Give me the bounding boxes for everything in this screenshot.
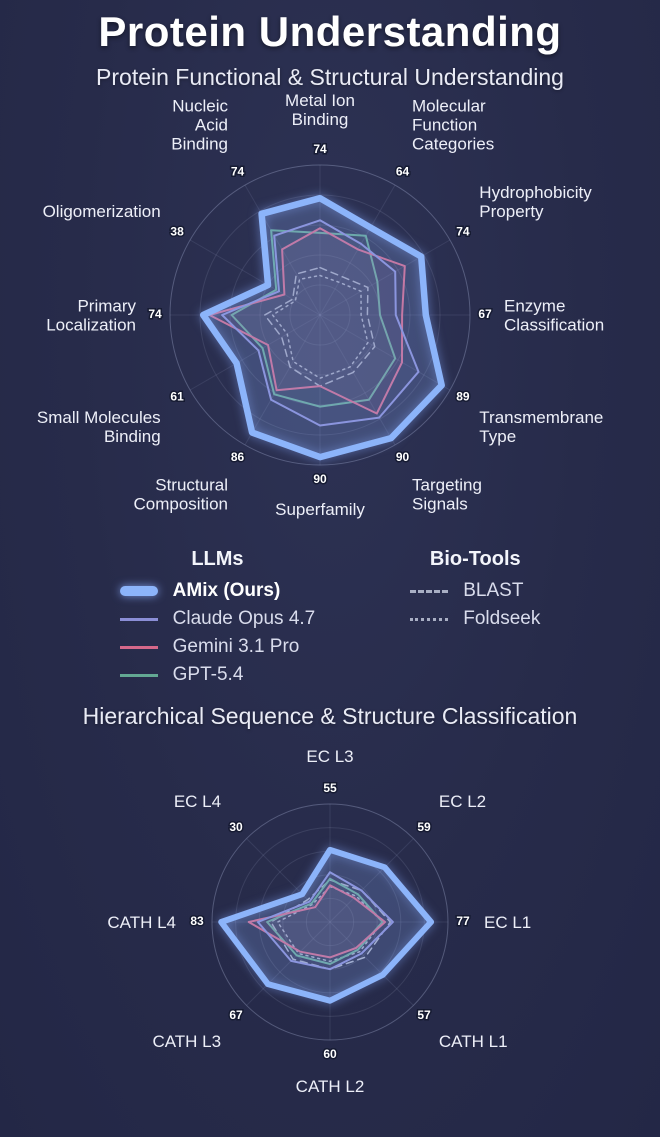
gpt-line-swatch <box>119 673 158 677</box>
grid-spoke <box>319 314 396 446</box>
value-label-small-molecules-binding: 61 <box>170 390 184 404</box>
legend-item-gpt: GPT-5.4 <box>119 661 316 689</box>
grid-spoke <box>319 239 451 316</box>
grid-ring <box>211 803 449 1041</box>
legend-item-foldseek: Foldseek <box>410 605 540 633</box>
legend: LLMs AMix (Ours) Claude Opus 4.7 Gemini … <box>0 548 660 689</box>
foldseek-dotted-line-swatch <box>410 617 449 621</box>
value-label-cath-l1: 57 <box>417 1008 431 1022</box>
value-label-cath-l4: 83 <box>190 914 204 928</box>
grid-ring <box>289 284 351 346</box>
series-gpt-5-4-polygon <box>230 229 397 408</box>
axis-label-ec-l3: EC L3 <box>306 747 353 766</box>
series-gemini-3-1-pro-polygon <box>247 884 387 959</box>
legend-label-claude: Claude Opus 4.7 <box>172 608 316 629</box>
legend-label-blast: BLAST <box>463 580 524 601</box>
value-label-transmembrane-type: 89 <box>456 390 470 404</box>
functional-chart-title: Protein Functional & Structural Understa… <box>96 64 564 90</box>
value-label-molecular-function-categories: 64 <box>396 164 410 178</box>
grid-spoke <box>329 838 414 923</box>
value-label-ec-l4: 30 <box>229 820 243 834</box>
axis-label-cath-l4: CATH L4 <box>107 913 176 932</box>
value-label-ec-l2: 59 <box>417 820 431 834</box>
axis-label-transmembrane-type: Transmembrane Type <box>479 408 603 446</box>
grid-spoke <box>189 314 321 391</box>
legend-biotools-column: Bio-Tools BLAST Foldseek <box>410 548 540 633</box>
grid-ring <box>305 897 355 947</box>
legend-llms-header: LLMs <box>191 548 244 570</box>
hierarchical-radar-chart: 55 59 77 57 60 67 83 30 EC L3 EC L2 EC L1 CATH L1 CA… <box>107 747 531 1096</box>
series-foldseek-polygon <box>271 274 369 379</box>
axis-label-primary-localization: Primary Localization <box>46 297 136 335</box>
grid-spoke <box>189 239 321 316</box>
series-amix-ours-polygon <box>199 194 445 461</box>
legend-label-gpt: GPT-5.4 <box>172 664 244 685</box>
axis-label-cath-l2: CATH L2 <box>296 1077 365 1096</box>
legend-item-blast: BLAST <box>410 577 540 605</box>
value-label-metal-ion-binding: 74 <box>313 142 327 156</box>
grid-spoke <box>244 314 321 446</box>
grid-spoke <box>319 314 451 391</box>
grid-spoke <box>246 838 331 923</box>
series-claude-opus-4-7-polygon <box>221 219 420 427</box>
axis-label-metal-ion-binding: Metal Ion Binding <box>285 91 355 129</box>
grid-ring <box>229 224 411 406</box>
axis-label-ec-l4: EC L4 <box>174 792 221 811</box>
grid-ring <box>169 164 471 466</box>
grid-spoke <box>329 921 414 1006</box>
value-label-ec-l1: 77 <box>456 914 470 928</box>
series-gpt-5-4-polygon <box>266 877 384 965</box>
legend-llms-column: LLMs AMix (Ours) Claude Opus 4.7 Gemini … <box>119 548 316 689</box>
axis-label-enzyme-classification: Enzyme Classification <box>504 297 604 335</box>
axis-label-structural-composition: Structural Composition <box>134 475 229 513</box>
series-claude-opus-4-7-polygon <box>256 871 394 971</box>
legend-item-claude: Claude Opus 4.7 <box>119 605 316 633</box>
gemini-line-swatch <box>119 645 158 649</box>
value-label-cath-l3: 67 <box>229 1008 243 1022</box>
value-label-oligomerization: 38 <box>170 225 184 239</box>
legend-label-gemini: Gemini 3.1 Pro <box>172 636 300 657</box>
series-amix-ours-polygon <box>218 846 434 1004</box>
functional-radar-chart: 74 64 74 67 89 90 90 86 61 74 38 74 Metal Ion Binding… <box>37 91 604 519</box>
blast-dashed-line-swatch <box>410 589 449 593</box>
value-label-structural-composition: 86 <box>231 450 245 464</box>
amix-line-swatch <box>119 586 158 596</box>
legend-label-foldseek: Foldseek <box>463 608 541 629</box>
claude-line-swatch <box>119 617 158 621</box>
value-label-superfamily: 90 <box>313 472 327 486</box>
page-title: Protein Understanding <box>98 8 562 55</box>
value-label-hydrophobicity-property: 74 <box>456 225 470 239</box>
legend-label-amix: AMix (Ours) <box>172 580 281 601</box>
value-label-enzyme-classification: 67 <box>478 307 492 321</box>
series-gemini-3-1-pro-polygon <box>208 227 406 415</box>
value-label-primary-localization: 74 <box>148 307 162 321</box>
axis-label-targeting-signals: Targeting Signals <box>412 475 482 513</box>
grid-ring <box>235 827 425 1017</box>
grid-spoke <box>246 921 331 1006</box>
legend-biotools-header: Bio-Tools <box>429 548 521 570</box>
value-label-cath-l2: 60 <box>323 1047 337 1061</box>
axis-label-nucleic-acid-binding: Nucleic Acid Binding <box>171 97 228 154</box>
axis-label-hydrophobicity-property: Hydrophobicity Property <box>479 183 592 221</box>
value-label-targeting-signals: 90 <box>396 450 410 464</box>
hierarchical-chart-title: Hierarchical Sequence & Structure Classi… <box>82 703 578 729</box>
axis-label-cath-l3: CATH L3 <box>152 1032 221 1051</box>
axis-label-cath-l1: CATH L1 <box>439 1032 508 1051</box>
axis-label-molecular-function-categories: Molecular Function Categories <box>412 97 494 154</box>
value-label-nucleic-acid-binding: 74 <box>231 164 245 178</box>
legend-item-gemini: Gemini 3.1 Pro <box>119 633 316 661</box>
value-label-ec-l3: 55 <box>323 781 337 795</box>
axis-label-small-molecules-binding: Small Molecules Binding <box>37 408 161 446</box>
legend-item-amix: AMix (Ours) <box>119 577 316 605</box>
axis-label-superfamily: Superfamily <box>275 500 365 519</box>
axis-label-ec-l1: EC L1 <box>484 913 531 932</box>
axis-label-oligomerization: Oligomerization <box>43 202 161 221</box>
axis-label-ec-l2: EC L2 <box>439 792 486 811</box>
